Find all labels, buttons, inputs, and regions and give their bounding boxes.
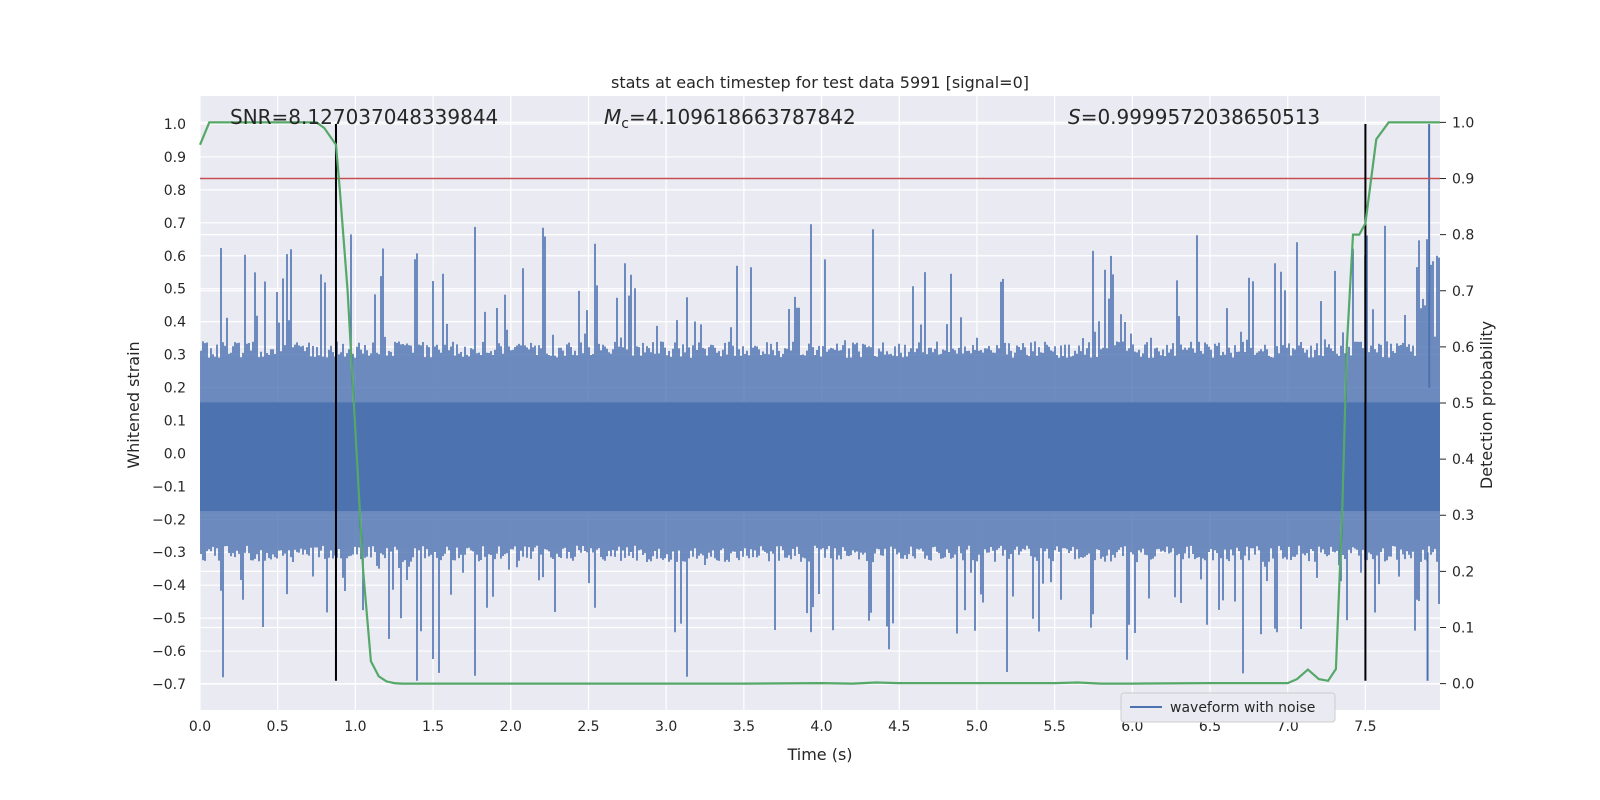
y2-tick-label: 0.0	[1452, 677, 1474, 693]
ticks: 0.0 0.5 1.0 1.5 2.0 2.5 3.0 3.5 4.0 4.5 5.0 5.5 6.0 6…	[152, 115, 1474, 735]
chirp-mass-subscript: c	[621, 116, 629, 132]
y-tick-label: 0.0	[164, 446, 186, 462]
y2-tick-label: 0.7	[1452, 284, 1474, 300]
x-tick-label: 7.5	[1354, 719, 1376, 735]
chirp-mass-value: =4.109618663787842	[629, 105, 856, 129]
y-tick-label: 0.9	[164, 150, 186, 166]
y-tick-label: −0.1	[152, 479, 186, 495]
y-tick-label: 1.0	[164, 117, 186, 133]
y-tick-label: −0.2	[152, 512, 186, 528]
y2-tick-label: 0.8	[1452, 228, 1474, 244]
x-tick-label: 5.5	[1044, 719, 1066, 735]
y-tick-label: 0.5	[164, 282, 186, 298]
x-tick-label: 4.0	[810, 719, 832, 735]
y-tick-label: −0.3	[152, 545, 186, 561]
x-tick-label: 3.5	[733, 719, 755, 735]
chirp-mass-annotation: Mc=4.109618663787842	[604, 105, 856, 132]
x-axis-label: Time (s)	[786, 745, 852, 764]
x-tick-label: 2.5	[577, 719, 599, 735]
x-tick-label: 6.0	[1121, 719, 1143, 735]
y2-tick-label: 0.9	[1452, 172, 1474, 188]
y-tick-label: 0.3	[164, 348, 186, 364]
x-tick-label: 3.0	[655, 719, 677, 735]
y-tick-label: −0.6	[152, 644, 186, 660]
x-tick-label: 0.5	[267, 719, 289, 735]
waveform-trace	[200, 224, 1440, 681]
y2-axis-label: Detection probability	[1477, 321, 1496, 489]
x-tick-label: 6.5	[1199, 719, 1221, 735]
y-tick-label: 0.2	[164, 381, 186, 397]
y-tick-label: 0.7	[164, 216, 186, 232]
legend-box	[1120, 692, 1336, 723]
y2-tick-label: 1.0	[1452, 115, 1474, 131]
legend: waveform with noise	[1120, 692, 1336, 723]
y2-tick-label: 0.5	[1452, 396, 1474, 412]
x-tick-label: 7.0	[1277, 719, 1299, 735]
y-tick-label: 0.1	[164, 413, 186, 429]
x-tick-label: 5.0	[966, 719, 988, 735]
y2-tick-label: 0.1	[1452, 620, 1474, 636]
significance-annotation: S=0.9999572038650513	[1068, 105, 1320, 129]
y2-tick-label: 0.4	[1452, 452, 1474, 468]
legend-label: waveform with noise	[1170, 700, 1315, 716]
x-tick-label: 1.5	[422, 719, 444, 735]
y-axis-label: Whitened strain	[124, 341, 143, 468]
chirp-mass-symbol: M	[604, 105, 621, 129]
significance-value: =0.9999572038650513	[1081, 105, 1320, 129]
chart-title: stats at each timestep for test data 599…	[611, 73, 1029, 92]
y-tick-label: 0.6	[164, 249, 186, 265]
y-tick-label: −0.5	[152, 611, 186, 627]
y2-tick-label: 0.2	[1452, 564, 1474, 580]
y-tick-label: −0.4	[152, 578, 186, 594]
y-tick-label: −0.7	[152, 677, 186, 693]
snr-annotation: SNR=8.127037048339844	[230, 105, 498, 129]
x-tick-label: 0.0	[189, 719, 211, 735]
y-tick-label: 0.8	[164, 183, 186, 199]
detection-probability-line	[198, 121, 1440, 685]
x-tick-label: 4.5	[888, 719, 910, 735]
x-tick-label: 2.0	[500, 719, 522, 735]
y-tick-label: 0.4	[164, 315, 186, 331]
y2-tick-label: 0.3	[1452, 508, 1474, 524]
y2-tick-label: 0.6	[1452, 340, 1474, 356]
waveform-series	[200, 124, 1440, 681]
overlay-lines	[198, 121, 1440, 685]
waveform-core-band	[200, 402, 1440, 512]
x-tick-label: 1.0	[344, 719, 366, 735]
significance-symbol: S	[1068, 105, 1081, 129]
